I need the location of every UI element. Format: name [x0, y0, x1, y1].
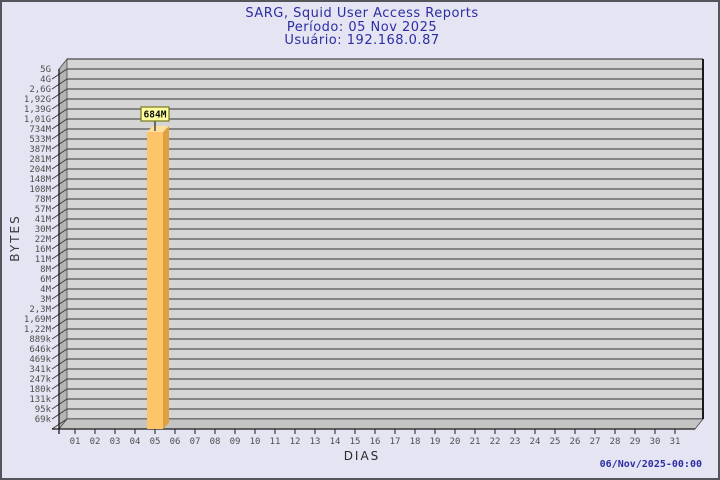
y-tick-label: 6M [40, 275, 51, 285]
x-tick-label: 14 [330, 437, 341, 447]
y-tick-label: 11M [35, 255, 52, 265]
x-tick-label: 06 [170, 437, 181, 447]
y-tick-label: 387M [29, 145, 51, 155]
y-tick-label: 4M [40, 285, 51, 295]
x-tick-label: 31 [670, 437, 681, 447]
y-tick-label: 533M [29, 135, 51, 145]
y-tick-label: 5G [40, 65, 51, 75]
x-tick-label: 24 [530, 437, 541, 447]
bar-top-face [147, 126, 169, 132]
y-tick-label: 3M [40, 295, 51, 305]
chart-subtitle-period: Período: 05 Nov 2025 [286, 19, 438, 35]
y-tick-label: 734M [29, 125, 51, 135]
y-tick-label: 30M [35, 225, 52, 235]
x-tick-label: 15 [350, 437, 361, 447]
x-tick-label: 18 [410, 437, 421, 447]
chart-subtitle-user: Usuário: 192.168.0.87 [284, 33, 440, 48]
y-tick-label: 95k [35, 405, 52, 415]
x-tick-label: 16 [370, 437, 381, 447]
y-tick-label: 8M [40, 265, 51, 275]
y-tick-label: 22M [35, 235, 52, 245]
y-tick-label: 2,3M [29, 305, 51, 315]
x-tick-label: 17 [390, 437, 401, 447]
bar-front-face [147, 132, 163, 429]
x-axis-title: DIAS [343, 449, 381, 463]
x-tick-label: 08 [210, 437, 221, 447]
x-tick-label: 27 [590, 437, 601, 447]
y-tick-label: 1,39G [24, 105, 51, 115]
y-tick-label: 16M [35, 245, 52, 255]
x-tick-label: 30 [650, 437, 661, 447]
x-tick-label: 21 [470, 437, 481, 447]
y-tick-label: 2,6G [29, 85, 51, 95]
x-tick-label: 28 [610, 437, 621, 447]
x-tick-label: 23 [510, 437, 521, 447]
x-tick-label: 09 [230, 437, 241, 447]
x-tick-label: 29 [630, 437, 641, 447]
bar-side-face [163, 126, 169, 429]
x-tick-label: 03 [110, 437, 121, 447]
x-tick-label: 10 [250, 437, 261, 447]
chart-title: SARG, Squid User Access Reports [245, 6, 479, 21]
y-tick-label: 646k [29, 345, 51, 355]
y-tick-label: 469k [29, 355, 51, 365]
y-tick-label: 341k [29, 365, 51, 375]
y-axis-title: BYTES [8, 214, 22, 262]
y-tick-label: 889k [29, 335, 51, 345]
y-tick-label: 41M [35, 215, 52, 225]
x-tick-label: 12 [290, 437, 301, 447]
x-tick-label: 02 [90, 437, 101, 447]
x-tick-label: 22 [490, 437, 501, 447]
y-tick-label: 78M [35, 195, 52, 205]
x-tick-label: 05 [150, 437, 161, 447]
value-label-text: 684M [144, 110, 167, 121]
x-tick-label: 19 [430, 437, 441, 447]
y-tick-label: 4G [40, 75, 51, 85]
chart-title-block: SARG, Squid User Access Reports Período:… [2, 6, 718, 48]
x-tick-label: 13 [310, 437, 321, 447]
y-tick-label: 131k [29, 395, 51, 405]
y-tick-label: 1,22M [24, 325, 52, 335]
y-tick-label: 57M [35, 205, 52, 215]
report-generated-timestamp: 06/Nov/2025-00:00 [599, 459, 702, 470]
value-label-box [140, 106, 170, 122]
x-tick-label: 25 [550, 437, 561, 447]
y-tick-label: 1,92G [24, 95, 51, 105]
y-tick-label: 247k [29, 375, 51, 385]
y-tick-label: 69k [35, 415, 52, 425]
x-tick-label: 20 [450, 437, 461, 447]
y-tick-label: 281M [29, 155, 51, 165]
y-tick-label: 148M [29, 175, 51, 185]
y-tick-label: 180k [29, 385, 51, 395]
x-tick-label: 04 [130, 437, 141, 447]
y-tick-label: 108M [29, 185, 51, 195]
x-tick-label: 07 [190, 437, 201, 447]
y-tick-label: 1,69M [24, 315, 52, 325]
x-tick-label: 26 [570, 437, 581, 447]
x-tick-label: 01 [70, 437, 81, 447]
x-tick-label: 11 [270, 437, 281, 447]
y-tick-label: 204M [29, 165, 51, 175]
y-tick-label: 1,01G [24, 115, 51, 125]
